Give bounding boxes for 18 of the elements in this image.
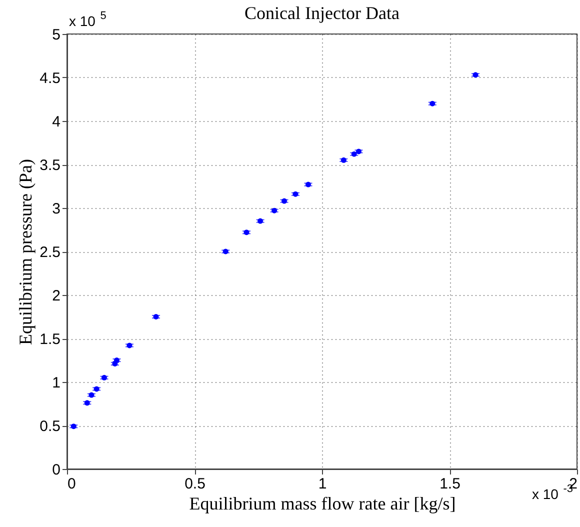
x-tick-label: 0: [68, 476, 76, 492]
x-tick-label: 1.5: [440, 476, 460, 492]
y-tick-label: 0: [52, 462, 60, 478]
chart-title: Conical Injector Data: [244, 3, 400, 23]
y-tick-label: 0.5: [40, 418, 60, 435]
y-tick-label: 3.5: [40, 157, 60, 174]
y-tick-label: 4.5: [40, 70, 60, 87]
y-tick-label: 2: [52, 288, 60, 304]
x-axis-title: Equilibrium mass flow rate air [kg/s]: [189, 494, 456, 514]
y-tick-label: 1: [52, 374, 60, 392]
y-tick-label: 2.5: [40, 244, 60, 261]
x-tick-label: 0.5: [184, 476, 206, 492]
y-tick-label: 1.5: [40, 331, 60, 348]
y-axis-title: Equilibrium pressure (Pa): [16, 159, 36, 345]
y-tick-label: 5: [52, 26, 60, 44]
x-tick-label: 1: [318, 476, 327, 492]
y-tick-label: 4: [52, 114, 60, 130]
y-tick-label: 3: [52, 200, 60, 218]
